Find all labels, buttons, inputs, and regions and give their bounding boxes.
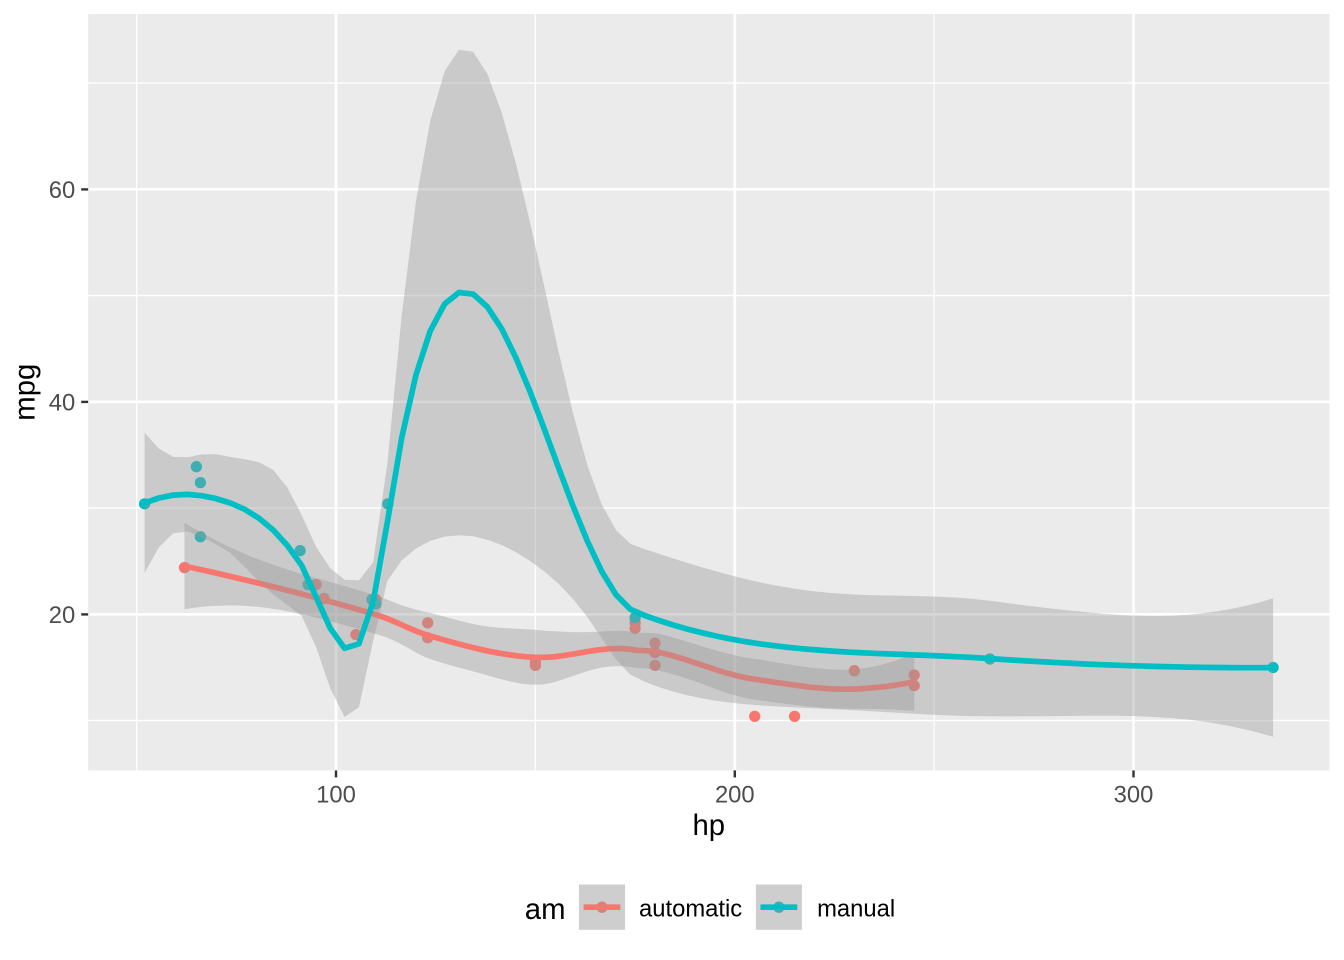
- svg-text:hp: hp: [693, 809, 726, 842]
- svg-text:40: 40: [49, 390, 75, 417]
- svg-text:200: 200: [715, 781, 755, 808]
- svg-text:60: 60: [49, 177, 75, 204]
- svg-text:20: 20: [49, 602, 75, 629]
- svg-text:automatic: automatic: [639, 896, 742, 923]
- svg-text:300: 300: [1114, 781, 1154, 808]
- svg-text:am: am: [525, 893, 566, 926]
- svg-text:manual: manual: [817, 896, 895, 923]
- svg-text:100: 100: [316, 781, 356, 808]
- svg-text:mpg: mpg: [9, 364, 42, 421]
